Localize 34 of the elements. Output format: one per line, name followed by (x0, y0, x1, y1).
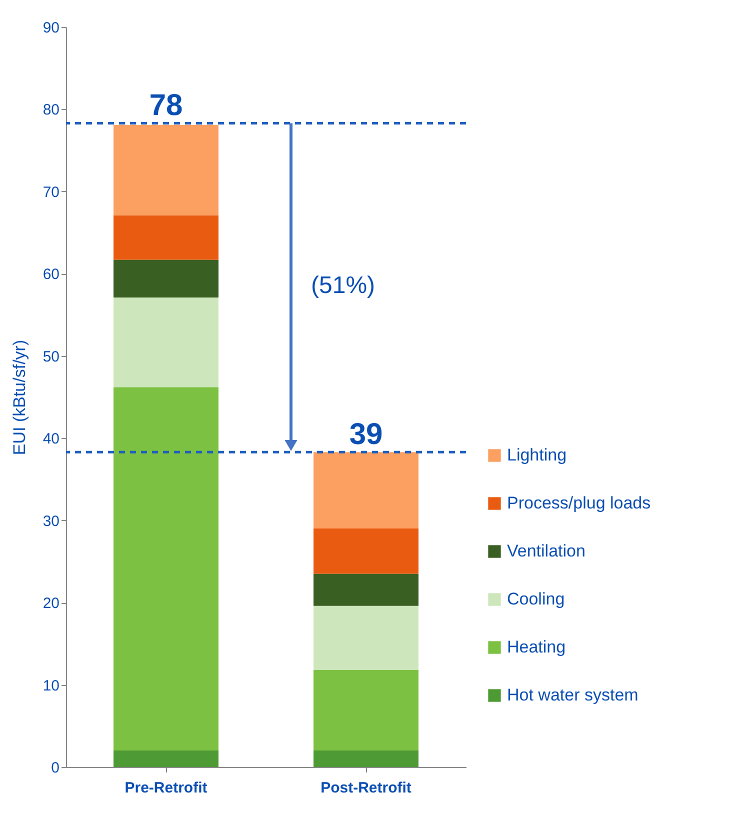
y-tick-label: 50 (42, 348, 60, 366)
bar (114, 750, 218, 767)
y-tick-label: 10 (42, 677, 60, 694)
bar (114, 298, 218, 388)
bar (314, 574, 418, 606)
legend-label: Hot water system (507, 686, 638, 704)
bar (314, 750, 418, 767)
y-tick-label: 0 (51, 760, 60, 776)
bar (114, 124, 218, 216)
bar (314, 528, 418, 574)
legend-label: Ventilation (507, 542, 586, 560)
bar (314, 452, 418, 529)
annotation: 78 (149, 89, 183, 122)
y-tick-label: 40 (42, 430, 60, 448)
y-tick-label: 80 (42, 102, 60, 119)
annotation: (51%) (311, 272, 376, 299)
y-tick-label: 60 (42, 266, 60, 284)
legend-label: Cooling (507, 590, 565, 608)
bar (114, 260, 218, 298)
x-tick-label: Pre-Retrofit (124, 780, 208, 796)
y-tick-label: 20 (42, 595, 60, 612)
x-tick-label: Post-Retrofit (320, 780, 412, 796)
bar (114, 387, 218, 751)
bar (314, 606, 418, 670)
y-tick-label: 90 (42, 20, 60, 36)
y-tick-label: 30 (42, 512, 60, 530)
bar (114, 215, 218, 260)
legend-label: Process/plug loads (507, 494, 651, 512)
legend-label: Lighting (507, 446, 567, 464)
annotation: 39 (349, 418, 383, 452)
bar (314, 670, 418, 751)
y-tick-label: 70 (42, 184, 60, 201)
y-axis-title: EUI (kBtu/sf/yr) (10, 340, 29, 456)
legend-label: Heating (507, 638, 566, 656)
